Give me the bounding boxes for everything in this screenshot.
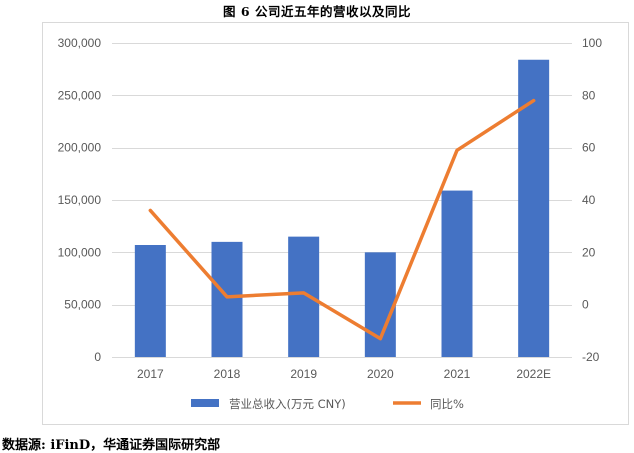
bar [135,245,166,357]
left-tick-label: 200,000 [58,141,102,155]
legend-bar-label: 营业总收入(万元 CNY) [229,397,346,411]
bar [212,242,243,357]
bar [365,252,396,357]
right-axis-ticks: -20 0 20 40 60 80 100 [582,36,602,364]
legend-bar-swatch [191,399,219,407]
right-tick-label: -20 [582,350,600,364]
bar [288,237,319,357]
x-tick-label: 2019 [290,367,317,381]
legend-line-label: 同比% [430,397,464,411]
left-tick-label: 300,000 [58,36,102,50]
left-tick-label: 250,000 [58,88,102,102]
right-tick-label: 40 [582,193,596,207]
right-tick-label: 20 [582,245,596,259]
left-tick-label: 50,000 [64,298,101,312]
x-tick-label: 2022E [516,367,551,381]
x-tick-label: 2020 [367,367,394,381]
right-tick-label: 80 [582,88,596,102]
bar [518,60,549,357]
right-tick-label: 100 [582,36,602,50]
left-tick-label: 100,000 [58,245,102,259]
left-axis-ticks: 0 50,000 100,000 150,000 200,000 250,000 300,0… [58,36,102,364]
right-tick-label: 60 [582,141,596,155]
bar [442,191,473,357]
x-tick-label: 2021 [444,367,471,381]
source-note: 数据源: iFinD，华通证券国际研究部 [2,434,220,453]
bar-series [135,60,549,357]
x-tick-label: 2017 [137,367,164,381]
legend: 营业总收入(万元 CNY) 同比% [191,397,464,411]
left-tick-label: 150,000 [58,193,102,207]
x-axis-ticks: 2017 2018 2019 2020 2021 2022E [137,367,551,381]
line-series [150,100,534,338]
x-tick-label: 2018 [214,367,241,381]
gridlines [112,44,572,358]
line-path [150,101,533,339]
left-tick-label: 0 [94,350,101,364]
right-tick-label: 0 [582,298,589,312]
